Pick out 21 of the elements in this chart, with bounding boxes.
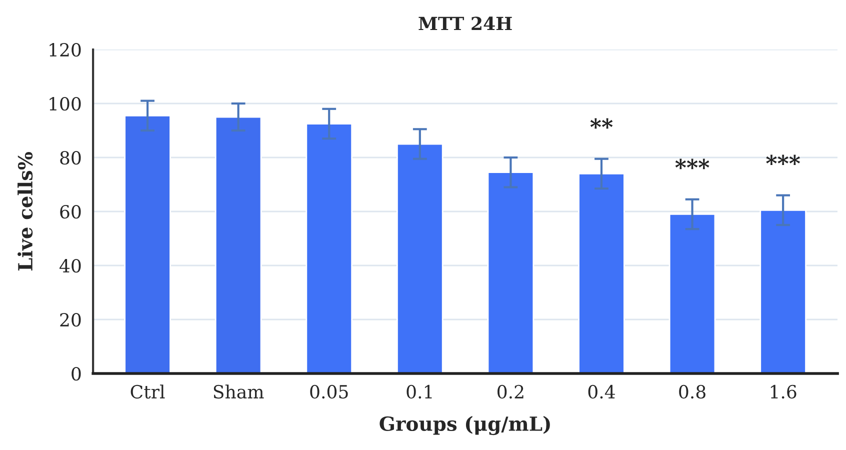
x-tick-label: Ctrl (130, 384, 165, 399)
y-tick-label: 100 (50, 96, 81, 111)
chart-title: MTT 24H (418, 16, 512, 30)
data-label: *** (675, 158, 710, 170)
y-axis-title: Live cells% (18, 152, 33, 271)
x-tick-label: 0.05 (310, 384, 348, 399)
data-label: ** (590, 118, 613, 129)
x-axis-title: Groups (μg/mL) (380, 416, 550, 436)
y-tick-label: 120 (50, 42, 81, 57)
y-tick-label: 20 (60, 312, 81, 327)
x-tick-label: 0.4 (588, 384, 615, 399)
y-tick-label: 80 (60, 150, 81, 165)
y-tick-label: 40 (60, 258, 81, 273)
y-tick-label: 60 (60, 204, 81, 219)
data-label: *** (766, 154, 800, 166)
x-tick-label: 0.8 (679, 384, 706, 399)
x-tick-label: 0.2 (498, 384, 524, 399)
x-tick-label: 1.6 (770, 384, 796, 399)
x-tick-label: Sham (214, 384, 264, 399)
y-tick-label: 0 (72, 366, 81, 381)
x-tick-label: 0.1 (406, 384, 432, 399)
